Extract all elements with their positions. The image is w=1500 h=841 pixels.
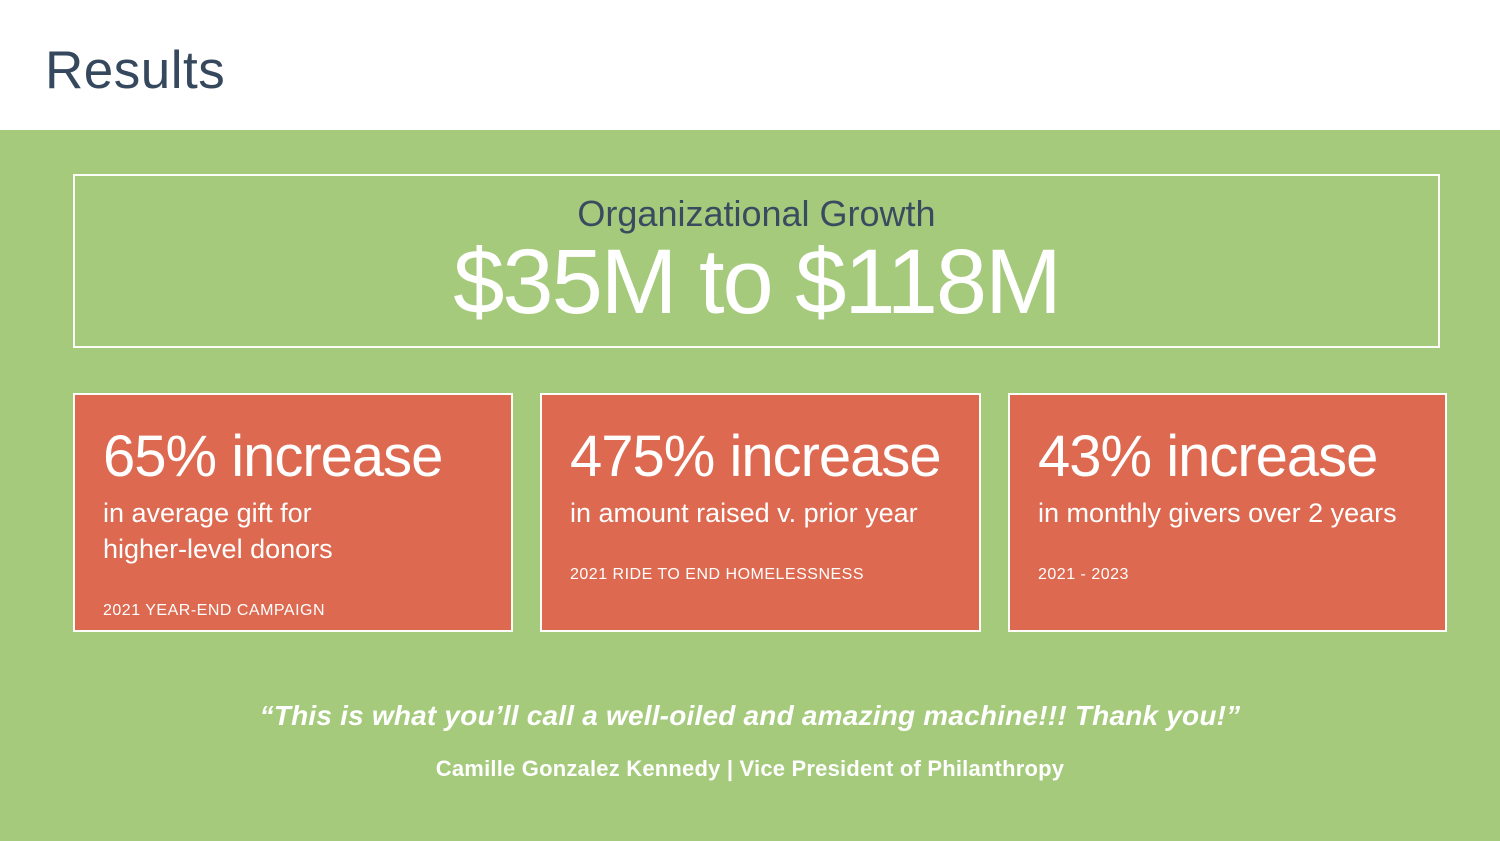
stat-caption: 2021 - 2023 bbox=[1038, 565, 1129, 583]
stat-description: in monthly givers over 2 years bbox=[1038, 497, 1397, 528]
stat-card-monthly-givers: 43% increase in monthly givers over 2 ye… bbox=[1008, 393, 1447, 632]
stat-description: in average gift for higher-level donors bbox=[103, 497, 333, 564]
slide-title: Results bbox=[45, 41, 226, 100]
growth-box-label: Organizational Growth bbox=[577, 193, 936, 234]
slide-header: Results bbox=[0, 0, 1500, 130]
stat-card-amount-raised: 475% increase in amount raised v. prior … bbox=[540, 393, 981, 632]
quote-text: “This is what you’ll call a well-oiled a… bbox=[259, 700, 1241, 731]
quote-attribution: Camille Gonzalez Kennedy | Vice Presiden… bbox=[435, 756, 1065, 781]
stat-caption: 2021 RIDE TO END HOMELESSNESS bbox=[570, 565, 865, 583]
growth-box-value: $35M to $118M bbox=[453, 231, 1061, 334]
stat-description: in amount raised v. prior year bbox=[570, 497, 918, 528]
stat-headline: 475% increase bbox=[570, 424, 942, 489]
stat-headline: 43% increase bbox=[1038, 424, 1378, 489]
stat-card-average-gift: 65% increase in average gift for higher-… bbox=[73, 393, 513, 632]
slide-body: Organizational Growth $35M to $118M 65% … bbox=[0, 130, 1500, 841]
growth-box: Organizational Growth $35M to $118M bbox=[73, 174, 1440, 348]
stat-headline: 65% increase bbox=[103, 424, 443, 489]
stat-caption: 2021 YEAR-END CAMPAIGN bbox=[103, 601, 326, 619]
